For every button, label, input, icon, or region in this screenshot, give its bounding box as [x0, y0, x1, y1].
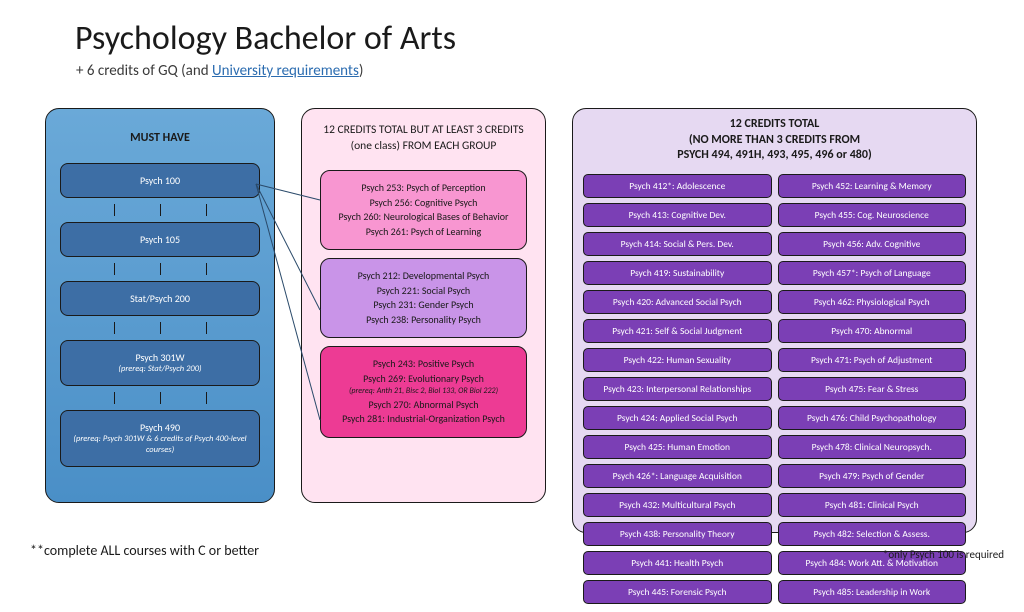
elective-chip: Psych 412*: Adolescence: [583, 174, 772, 198]
elective-chip: Psych 445: Forensic Psych: [583, 580, 772, 604]
elective-chip: Psych 482: Selection & Assess.: [778, 522, 967, 546]
connector-gap: [46, 392, 274, 404]
must-have-panel: MUST HAVE Psych 100 Psych 105 Stat/Psych 2…: [45, 108, 275, 503]
groups-panel: 12 CREDITS TOTAL BUT AT LEAST 3 CREDITS …: [301, 108, 546, 503]
electives-header: 12 CREDITS TOTAL (NO MORE THAN 3 CREDITS…: [573, 109, 976, 170]
must-have-course: Psych 100: [60, 163, 260, 198]
elective-chip: Psych 475: Fear & Stress: [778, 377, 967, 401]
elective-chip: Psych 426*: Language Acquisition: [583, 464, 772, 488]
elective-chip: Psych 432: Multicultural Psych: [583, 493, 772, 517]
elective-chip: Psych 470: Abnormal: [778, 319, 967, 343]
connector-gap: [46, 204, 274, 216]
elective-chip: Psych 422: Human Sexuality: [583, 348, 772, 372]
elective-chip: Psych 457*: Psych of Language: [778, 261, 967, 285]
footer-note-right: *only Psych 100 is required: [883, 548, 1004, 561]
page-title: Psychology Bachelor of Arts: [75, 18, 456, 59]
must-have-header: MUST HAVE: [46, 109, 274, 157]
elective-chip: Psych 462: Physiological Psych: [778, 290, 967, 314]
elective-chip: Psych 425: Human Emotion: [583, 435, 772, 459]
must-have-course: Psych 490(prereq: Psych 301W & 6 credits…: [60, 410, 260, 467]
elective-chip: Psych 419: Sustainability: [583, 261, 772, 285]
elective-chip: Psych 476: Child Psychopathology: [778, 406, 967, 430]
groups-header: 12 CREDITS TOTAL BUT AT LEAST 3 CREDITS …: [302, 109, 545, 162]
page-subtitle: + 6 credits of GQ (and University requir…: [76, 62, 363, 80]
course-group: Psych 253: Psych of PerceptionPsych 256:…: [320, 170, 527, 250]
elective-chip: Psych 413: Cognitive Dev.: [583, 203, 772, 227]
elective-chip: Psych 423: Interpersonal Relationships: [583, 377, 772, 401]
elective-chip: Psych 471: Psych of Adjustment: [778, 348, 967, 372]
subtitle-suffix: ): [359, 62, 364, 80]
must-have-course: Stat/Psych 200: [60, 281, 260, 316]
electives-panel: 12 CREDITS TOTAL (NO MORE THAN 3 CREDITS…: [572, 108, 977, 533]
elective-chip: Psych 455: Cog. Neuroscience: [778, 203, 967, 227]
connector-gap: [46, 322, 274, 334]
elective-chip: Psych 441: Health Psych: [583, 551, 772, 575]
elective-chip: Psych 452: Learning & Memory: [778, 174, 967, 198]
elective-chip: Psych 420: Advanced Social Psych: [583, 290, 772, 314]
course-group: Psych 243: Positive PsychPsych 269: Evol…: [320, 346, 527, 438]
university-requirements-link[interactable]: University requirements: [212, 62, 359, 80]
footer-note-left: **complete ALL courses with C or better: [30, 542, 259, 559]
elective-chip: Psych 479: Psych of Gender: [778, 464, 967, 488]
elective-chip: Psych 481: Clinical Psych: [778, 493, 967, 517]
elective-chip: Psych 438: Personality Theory: [583, 522, 772, 546]
elective-chip: Psych 421: Self & Social Judgment: [583, 319, 772, 343]
elective-chip: Psych 414: Social & Pers. Dev.: [583, 232, 772, 256]
elective-chip: Psych 456: Adv. Cognitive: [778, 232, 967, 256]
must-have-course: Psych 301W(prereq: Stat/Psych 200): [60, 340, 260, 386]
course-group: Psych 212: Developmental PsychPsych 221:…: [320, 258, 527, 338]
elective-chip: Psych 485: Leadership in Work: [778, 580, 967, 604]
elective-chip: Psych 478: Clinical Neuropsych.: [778, 435, 967, 459]
connector-gap: [46, 263, 274, 275]
elective-chip: Psych 424: Applied Social Psych: [583, 406, 772, 430]
must-have-course: Psych 105: [60, 222, 260, 257]
subtitle-prefix: + 6 credits of GQ (and: [76, 62, 212, 80]
